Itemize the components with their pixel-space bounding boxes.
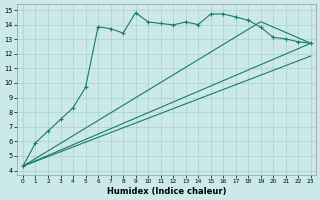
X-axis label: Humidex (Indice chaleur): Humidex (Indice chaleur) xyxy=(107,187,226,196)
